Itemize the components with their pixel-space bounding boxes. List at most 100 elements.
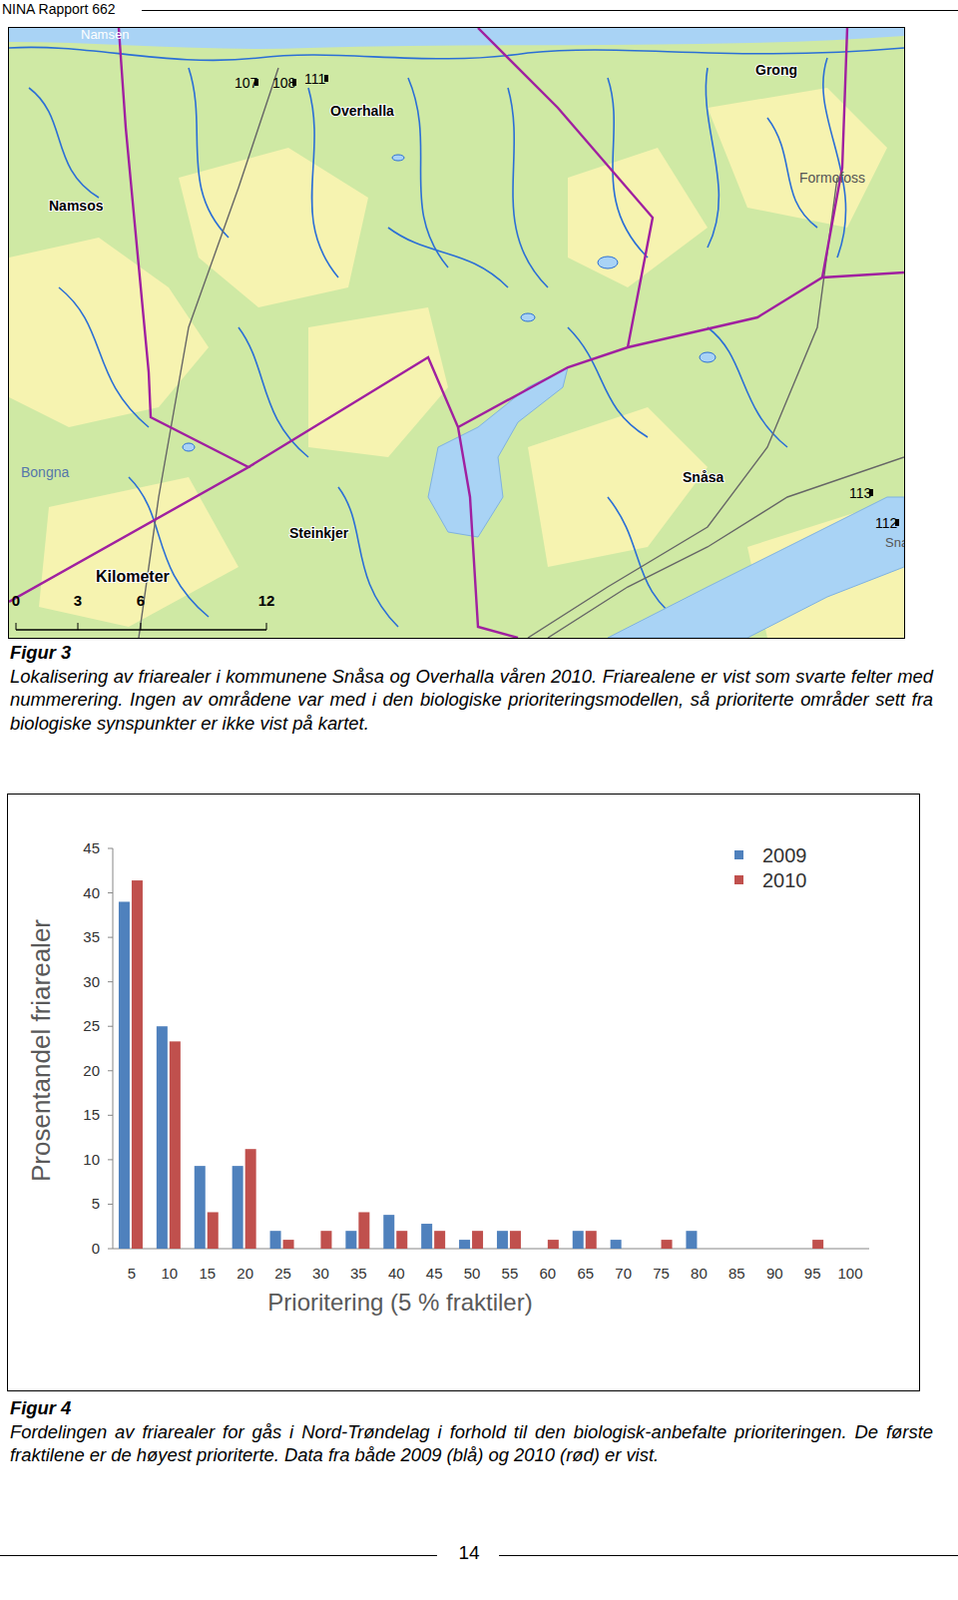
- x-tick-label: 95: [804, 1264, 822, 1282]
- x-tick-label: 45: [426, 1264, 444, 1282]
- bar: [799, 1248, 811, 1250]
- y-tick: [107, 848, 113, 850]
- x-tick-label: 60: [539, 1264, 557, 1282]
- scale-tick: [15, 622, 17, 630]
- y-tick: [107, 937, 113, 939]
- bar: [623, 1248, 635, 1250]
- map-label: Snåsa: [682, 469, 724, 485]
- map-label: Namsen: [80, 26, 129, 42]
- bar: [509, 1230, 521, 1249]
- y-tick: [107, 980, 113, 982]
- map-border: [458, 272, 905, 428]
- bar: [283, 1239, 295, 1249]
- map-river: [8, 46, 905, 60]
- bar: [547, 1239, 559, 1249]
- bar: [245, 1148, 257, 1249]
- caption-title: Figur 4: [9, 1396, 934, 1421]
- map-river: [705, 67, 719, 248]
- legend-swatch: [734, 875, 744, 885]
- y-tick-label: 45: [82, 839, 100, 857]
- bar: [698, 1248, 710, 1250]
- bar: [358, 1211, 370, 1249]
- x-tick-label: 40: [388, 1264, 406, 1282]
- x-tick-label: 10: [161, 1264, 179, 1282]
- header-rule: [141, 9, 958, 11]
- x-tick-label: 85: [728, 1264, 746, 1282]
- legend-swatch: [734, 850, 744, 860]
- map-label: Grong: [755, 61, 798, 78]
- y-tick: [107, 1203, 113, 1205]
- x-tick-label: 70: [614, 1264, 632, 1282]
- bar: [434, 1230, 446, 1249]
- bar: [421, 1223, 433, 1249]
- x-tick-label: 90: [766, 1264, 784, 1282]
- map-highland: [38, 477, 239, 627]
- scale-label: 0: [11, 591, 20, 609]
- x-tick-label: 100: [838, 1264, 864, 1282]
- map-area-number: 113: [849, 484, 873, 501]
- y-tick-label: 10: [82, 1150, 100, 1168]
- y-tick-label: 5: [91, 1194, 100, 1212]
- footer-rule: [498, 1554, 958, 1556]
- map-river: [607, 77, 648, 258]
- map-road: [138, 67, 279, 638]
- map-label: Steinkjer: [289, 524, 350, 541]
- map-land: [8, 27, 905, 638]
- x-axis: [112, 1248, 870, 1250]
- map-lake: [182, 443, 195, 452]
- chart: 0510152025303540455101520253035404550556…: [6, 793, 921, 1392]
- map-river: [507, 87, 548, 288]
- map: NamsenNamsosOverhallaGrongFormofossBongn…: [7, 26, 906, 639]
- map-label: Bongna: [20, 464, 69, 480]
- bar: [307, 1248, 319, 1250]
- bar: [383, 1214, 395, 1249]
- y-tick: [107, 1025, 113, 1027]
- scale-title: Kilometer: [95, 567, 170, 585]
- bar: [534, 1248, 546, 1250]
- y-tick-label: 15: [82, 1105, 100, 1123]
- map-lake: [607, 496, 905, 638]
- header-title: NINA Rapport 662: [1, 0, 116, 17]
- map-river: [58, 287, 149, 428]
- y-tick: [107, 1248, 113, 1250]
- scale-label: 6: [136, 591, 145, 609]
- y-tick: [107, 1069, 113, 1071]
- bar: [496, 1230, 508, 1249]
- scale-tick: [266, 622, 268, 630]
- legend: 20092010: [734, 844, 808, 892]
- x-tick-label: 55: [501, 1264, 519, 1282]
- y-tick-label: 30: [82, 972, 100, 990]
- bar: [207, 1211, 219, 1249]
- map-highland: [567, 147, 708, 288]
- map-border: [822, 27, 848, 278]
- map-lake: [520, 313, 535, 322]
- bar: [572, 1230, 584, 1249]
- x-tick-label: 5: [127, 1264, 136, 1282]
- scale-tick: [77, 622, 79, 630]
- map-area-number: 111: [304, 70, 326, 87]
- y-tick: [107, 1158, 113, 1160]
- map-lake: [699, 352, 716, 363]
- bar: [270, 1230, 282, 1249]
- map-river: [338, 486, 399, 627]
- x-tick-label: 75: [652, 1264, 670, 1282]
- bar: [169, 1040, 181, 1249]
- map-lake: [8, 27, 905, 49]
- map-highland: [8, 237, 209, 428]
- map-road: [547, 457, 905, 638]
- map-highland: [308, 307, 449, 458]
- map-border: [248, 357, 518, 638]
- map-area-number: 107: [234, 74, 259, 91]
- map-highland: [707, 87, 888, 228]
- map-label: Sna: [885, 534, 906, 550]
- map-label: Formofoss: [799, 169, 866, 186]
- bar: [472, 1230, 483, 1249]
- map-river: [388, 227, 508, 288]
- map-river: [408, 77, 449, 268]
- y-axis-label: Prosentandel friarealer: [25, 919, 56, 1182]
- map-lake: [597, 256, 618, 269]
- x-tick-label: 30: [312, 1264, 330, 1282]
- bar: [850, 1248, 862, 1250]
- page-number: 14: [439, 1541, 499, 1564]
- x-tick-label: 50: [464, 1264, 481, 1282]
